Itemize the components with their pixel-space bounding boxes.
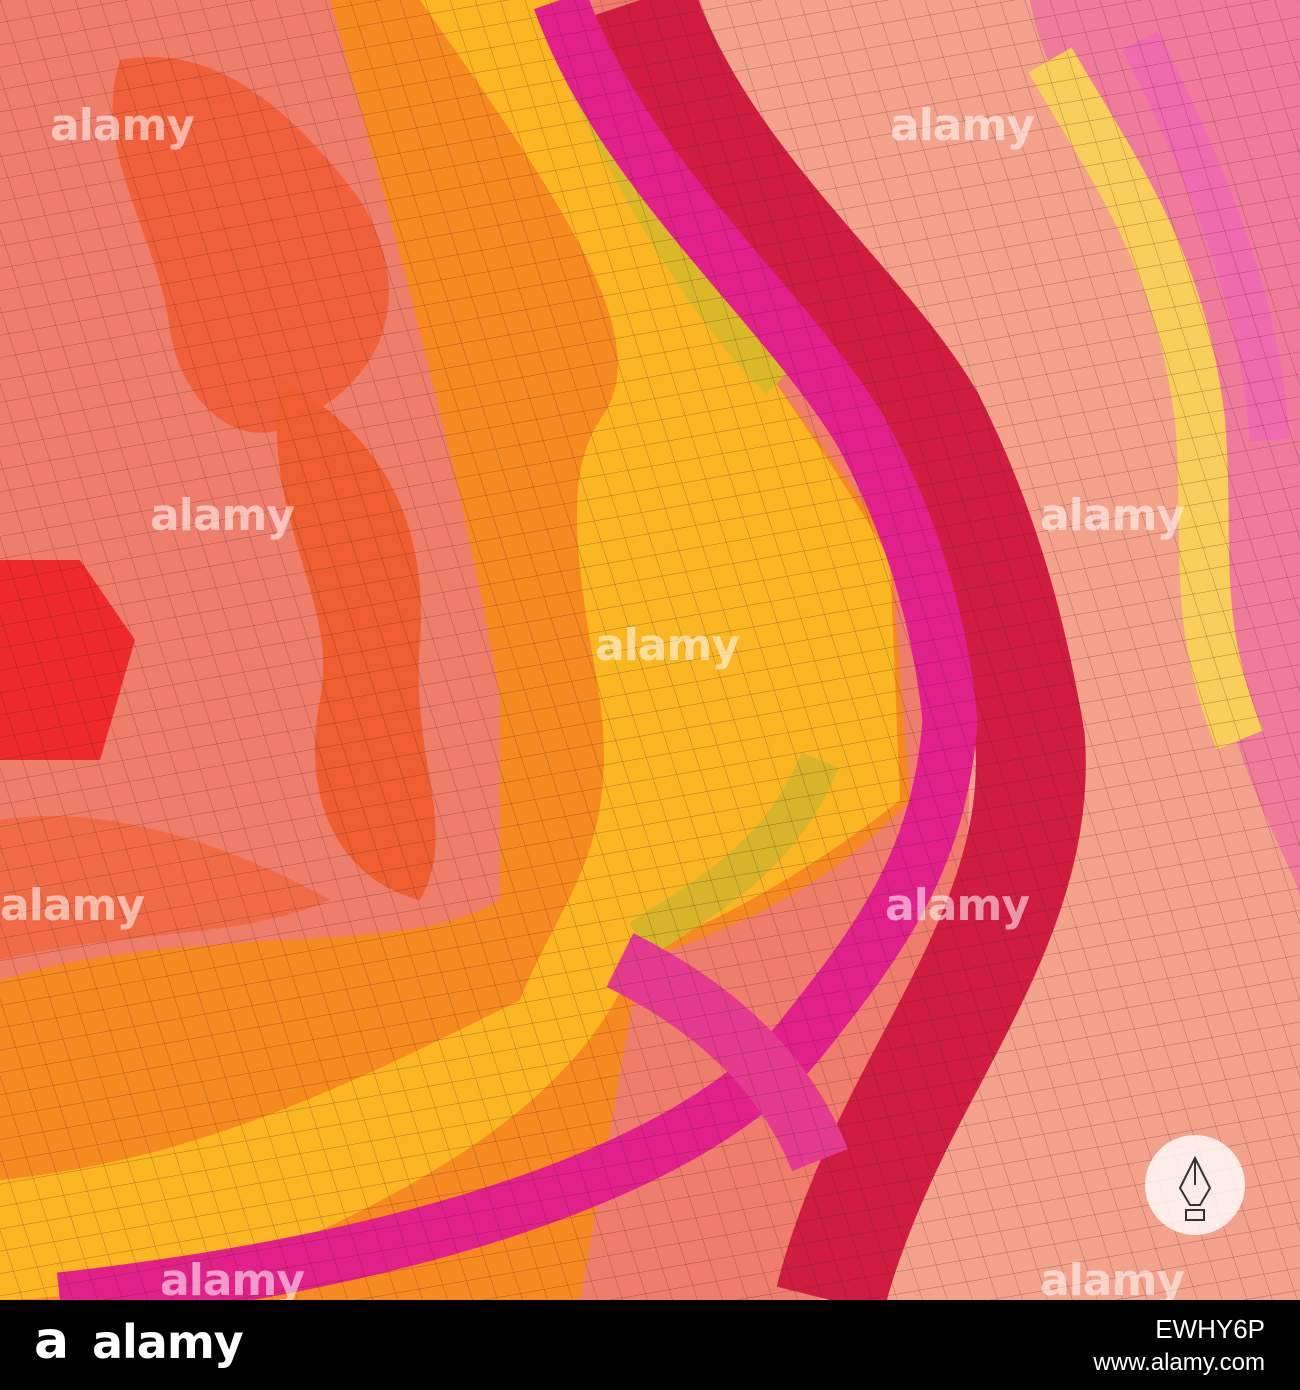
footer-url: www.alamy.com xyxy=(1092,1349,1265,1376)
footer-brand: alamy xyxy=(92,1315,244,1369)
watermark: alamy xyxy=(885,880,1029,931)
watermark: alamy xyxy=(150,490,294,541)
watermark: alamy xyxy=(1040,1255,1184,1306)
pen-icon xyxy=(1178,1155,1212,1221)
footer-logo: a xyxy=(34,1311,69,1371)
watermark: alamy xyxy=(0,880,144,931)
image-id: EWHY6P xyxy=(1155,1314,1265,1344)
watermark: alamy xyxy=(595,620,739,671)
watermark: alamy xyxy=(890,100,1034,151)
footer xyxy=(0,1300,1300,1390)
abstract-mesh-image xyxy=(0,0,1300,1300)
watermark: alamy xyxy=(50,100,194,151)
watermark: alamy xyxy=(1040,490,1184,541)
watermark: alamy xyxy=(160,1255,304,1306)
mesh-lines xyxy=(0,0,1300,1300)
